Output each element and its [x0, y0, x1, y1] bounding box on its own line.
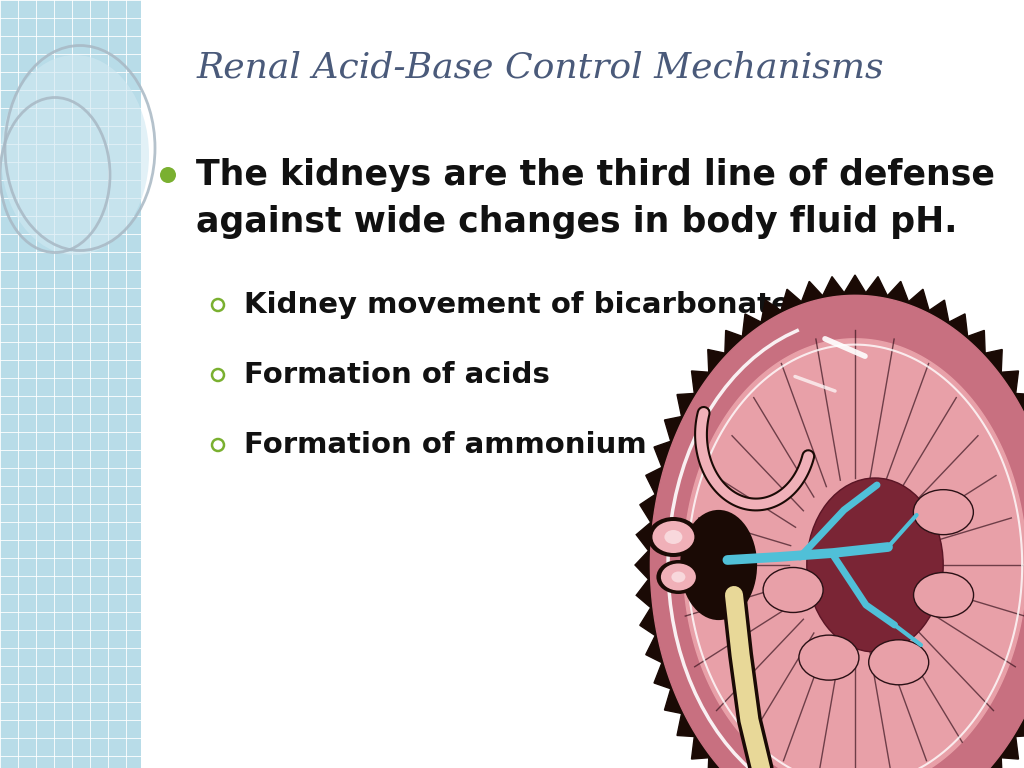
Ellipse shape: [656, 560, 700, 594]
Text: Formation of ammonium: Formation of ammonium: [244, 431, 646, 459]
Polygon shape: [683, 339, 1024, 768]
Text: Kidney movement of bicarbonate: Kidney movement of bicarbonate: [244, 291, 791, 319]
Ellipse shape: [680, 510, 757, 620]
Ellipse shape: [652, 521, 694, 553]
Polygon shape: [635, 275, 1024, 768]
Text: The kidneys are the third line of defense: The kidneys are the third line of defens…: [196, 158, 995, 192]
Ellipse shape: [913, 490, 974, 535]
Polygon shape: [650, 296, 1024, 768]
Text: 18: 18: [994, 739, 1010, 752]
Bar: [0, 0, 141, 768]
Ellipse shape: [1, 55, 150, 255]
Text: Renal Acid-Base Control Mechanisms: Renal Acid-Base Control Mechanisms: [197, 51, 884, 85]
Circle shape: [160, 167, 176, 183]
Text: against wide changes in body fluid pH.: against wide changes in body fluid pH.: [196, 205, 957, 239]
Ellipse shape: [799, 635, 859, 680]
Ellipse shape: [913, 572, 974, 617]
Ellipse shape: [660, 564, 696, 591]
Ellipse shape: [665, 530, 682, 544]
Ellipse shape: [672, 571, 685, 582]
Ellipse shape: [647, 517, 699, 557]
Ellipse shape: [763, 568, 823, 612]
Ellipse shape: [807, 478, 943, 652]
Text: Formation of acids: Formation of acids: [244, 361, 550, 389]
Ellipse shape: [868, 640, 929, 685]
